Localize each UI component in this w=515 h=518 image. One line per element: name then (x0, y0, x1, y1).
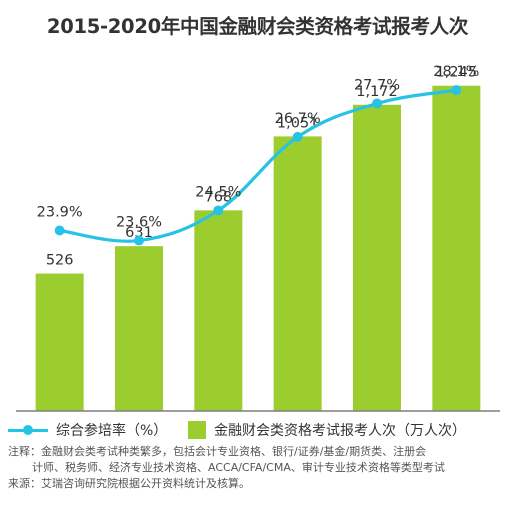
bar-2018 (273, 136, 322, 411)
chart-notes: 注释：金融财会类考试种类繁多，包括会计专业资格、银行/证券/基金/期货类、注册会… (8, 444, 510, 492)
legend: 综合参培率（%） 金融财会类资格考试报考人次（万人次） (0, 418, 515, 442)
bar-2015 (35, 273, 84, 411)
bar-2017 (194, 210, 243, 411)
bar-value-label: 631 (125, 225, 153, 241)
legend-bar-swatch (188, 421, 206, 439)
bar-2019 (353, 104, 401, 411)
line-point-2016 (134, 235, 144, 246)
legend-line-swatch (8, 422, 48, 438)
bar-2016 (115, 246, 163, 411)
line-point-2018 (292, 131, 303, 142)
bar-value-label: 1,245 (436, 65, 478, 81)
note-line-2: 计师、税务师、经济专业技术资格、ACCA/CFA/CMA、审计专业技术资格等类型… (32, 461, 445, 474)
legend-bar-label: 金融财会类资格考试报考人次（万人次） (214, 423, 466, 439)
bar-value-label: 1,051 (277, 115, 319, 131)
bar-value-label: 526 (46, 253, 74, 269)
bar-value-label: 768 (204, 189, 232, 205)
chart-plot: 5266317681,0511,1721,2452015201620172018… (16, 64, 500, 412)
legend-item-exam-registrations: 金融财会类资格考试报考人次（万人次） (188, 418, 466, 442)
bar-2020 (432, 85, 481, 411)
line-point-2015 (54, 225, 65, 236)
bar-value-label: 1,172 (356, 84, 398, 100)
line-point-2017 (213, 205, 224, 216)
line-point-2019 (372, 98, 382, 109)
line-value-label: 23.9% (37, 205, 83, 221)
legend-line-label: 综合参培率（%） (56, 423, 168, 439)
line-value-label: 26.7% (275, 111, 321, 127)
line-value-label: 23.6% (116, 215, 162, 231)
line-value-label: 24.5% (195, 184, 241, 200)
legend-item-participation-rate: 综合参培率（%） (8, 418, 167, 442)
line-value-label: 28.1% (433, 64, 479, 80)
chart-title: 2015-2020年中国金融财会类资格考试报考人次 (46, 15, 469, 38)
source-note: 来源：艾瑞咨询研究院根据公开资料统计及核算。 (8, 477, 250, 490)
line-value-label: 27.7% (354, 78, 400, 94)
note-line-1: 注释：金融财会类考试种类繁多，包括会计专业资格、银行/证券/基金/期货类、注册会 (8, 445, 427, 458)
line-point-2020 (451, 85, 462, 96)
